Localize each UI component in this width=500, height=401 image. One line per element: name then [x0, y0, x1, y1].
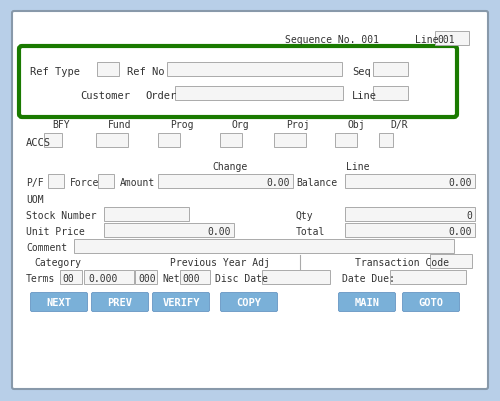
- Text: Transaction Code: Transaction Code: [355, 257, 449, 267]
- Text: Force: Force: [70, 178, 100, 188]
- Bar: [435, 32, 469, 46]
- Text: 0.00: 0.00: [448, 178, 472, 188]
- Text: Amount: Amount: [120, 178, 155, 188]
- Text: VERIFY: VERIFY: [162, 297, 200, 307]
- Text: Category: Category: [34, 257, 82, 267]
- Text: Line: Line: [415, 35, 438, 45]
- Bar: [180, 270, 210, 284]
- Text: Seq: Seq: [352, 67, 371, 77]
- Text: 00: 00: [62, 273, 74, 283]
- Bar: [220, 134, 242, 148]
- Text: Stock Number: Stock Number: [26, 211, 96, 221]
- Text: Date Due:: Date Due:: [342, 273, 395, 283]
- Text: Ref Type: Ref Type: [30, 67, 80, 77]
- Text: NEXT: NEXT: [46, 297, 72, 307]
- Bar: [97, 63, 119, 77]
- Text: GOTO: GOTO: [418, 297, 444, 307]
- Bar: [84, 270, 134, 284]
- FancyBboxPatch shape: [92, 293, 148, 312]
- Bar: [175, 87, 343, 101]
- Bar: [390, 270, 466, 284]
- Text: Change: Change: [212, 162, 247, 172]
- Text: Terms: Terms: [26, 273, 56, 283]
- Bar: [379, 134, 393, 148]
- FancyBboxPatch shape: [402, 293, 460, 312]
- Text: Customer: Customer: [80, 91, 130, 101]
- Bar: [74, 239, 454, 253]
- Bar: [373, 63, 408, 77]
- Text: Comment: Comment: [26, 242, 67, 252]
- Bar: [373, 87, 408, 101]
- Text: Order: Order: [145, 91, 176, 101]
- Text: Line: Line: [346, 162, 370, 172]
- Text: D/R: D/R: [390, 120, 407, 130]
- Text: Ref No: Ref No: [127, 67, 164, 77]
- Text: Line: Line: [352, 91, 377, 101]
- Bar: [345, 207, 475, 221]
- Bar: [167, 63, 342, 77]
- Bar: [96, 134, 128, 148]
- Text: Proj: Proj: [286, 120, 310, 130]
- Text: 0.000: 0.000: [88, 273, 118, 283]
- Text: 0.00: 0.00: [266, 178, 290, 188]
- Bar: [158, 134, 180, 148]
- Text: COPY: COPY: [236, 297, 262, 307]
- Text: 001: 001: [437, 35, 454, 45]
- Bar: [430, 254, 472, 268]
- Text: 0: 0: [466, 211, 472, 221]
- Text: Obj: Obj: [347, 120, 364, 130]
- Text: 0.00: 0.00: [208, 227, 231, 237]
- Text: MAIN: MAIN: [354, 297, 380, 307]
- Text: 0.00: 0.00: [448, 227, 472, 237]
- Text: UOM: UOM: [26, 194, 44, 205]
- Bar: [104, 207, 189, 221]
- Text: Total: Total: [296, 227, 326, 237]
- Bar: [262, 270, 330, 284]
- Text: PREV: PREV: [108, 297, 132, 307]
- Text: 000: 000: [138, 273, 156, 283]
- Text: Org: Org: [232, 120, 250, 130]
- Bar: [60, 270, 82, 284]
- FancyBboxPatch shape: [338, 293, 396, 312]
- Text: 000: 000: [182, 273, 200, 283]
- Bar: [158, 174, 293, 188]
- FancyBboxPatch shape: [220, 293, 278, 312]
- Text: Sequence No. 001: Sequence No. 001: [285, 35, 379, 45]
- Bar: [335, 134, 357, 148]
- Bar: [274, 134, 306, 148]
- Text: Previous Year Adj: Previous Year Adj: [170, 257, 270, 267]
- Text: Disc Date: Disc Date: [215, 273, 268, 283]
- Text: Net: Net: [162, 273, 180, 283]
- Text: Fund: Fund: [108, 120, 132, 130]
- FancyBboxPatch shape: [12, 12, 488, 389]
- FancyBboxPatch shape: [30, 293, 88, 312]
- Bar: [345, 223, 475, 237]
- FancyBboxPatch shape: [19, 47, 457, 118]
- Text: Qty: Qty: [296, 211, 314, 221]
- Text: P/F: P/F: [26, 178, 44, 188]
- Bar: [44, 134, 62, 148]
- FancyBboxPatch shape: [152, 293, 210, 312]
- Bar: [345, 174, 475, 188]
- Text: Unit Price: Unit Price: [26, 227, 85, 237]
- Text: Prog: Prog: [170, 120, 194, 130]
- Bar: [135, 270, 157, 284]
- Text: Balance: Balance: [296, 178, 337, 188]
- Text: ACCS: ACCS: [26, 138, 51, 148]
- Bar: [104, 223, 234, 237]
- Bar: [48, 174, 64, 188]
- Bar: [98, 174, 114, 188]
- Text: BFY: BFY: [52, 120, 70, 130]
